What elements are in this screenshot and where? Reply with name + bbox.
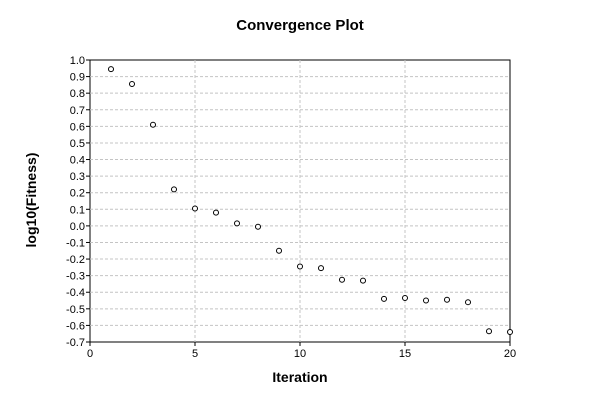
data-point xyxy=(276,247,282,254)
data-point xyxy=(150,121,156,128)
data-point xyxy=(423,297,429,304)
x-tick-label: 5 xyxy=(192,348,198,360)
x-axis-tick-labels: 0 5 10 15 20 xyxy=(87,348,516,360)
data-point xyxy=(381,295,387,302)
y-tick-label: 0.3 xyxy=(70,171,85,183)
y-tick-label: 0.4 xyxy=(70,155,85,167)
y-tick-label: -0.1 xyxy=(66,237,85,249)
y-tick-label: 0.0 xyxy=(70,221,85,233)
data-point xyxy=(402,295,408,302)
data-point xyxy=(486,328,492,335)
x-axis-label: Iteration xyxy=(272,369,327,385)
x-tick-label: 10 xyxy=(294,348,306,360)
y-tick-label: 0.5 xyxy=(70,138,85,150)
x-tick-label: 15 xyxy=(399,348,411,360)
data-point xyxy=(213,209,219,216)
y-axis-tick-labels: 1.0 0.9 0.8 0.7 0.6 0.5 0.4 0.3 0.2 0.1 0.0 -0.1 -0.… xyxy=(66,55,85,349)
data-point xyxy=(108,66,114,73)
y-tick-label: -0.3 xyxy=(66,271,85,283)
axis-ticks xyxy=(86,59,511,346)
y-tick-label: -0.7 xyxy=(66,337,85,349)
data-point xyxy=(234,220,240,227)
y-tick-label: 1.0 xyxy=(70,55,85,67)
y-tick-label: 0.1 xyxy=(70,204,85,216)
chart-title: Convergence Plot xyxy=(236,17,364,34)
y-tick-label: 0.7 xyxy=(70,105,85,117)
data-point xyxy=(192,205,198,212)
y-tick-label: -0.4 xyxy=(66,287,85,299)
data-point xyxy=(339,276,345,283)
grid-lines-overlay xyxy=(90,60,510,342)
data-point xyxy=(444,296,450,303)
y-tick-label: 0.8 xyxy=(70,88,85,100)
data-point xyxy=(507,329,513,336)
data-point xyxy=(318,265,324,272)
y-tick-label: 0.2 xyxy=(70,188,85,200)
y-axis-label: log10(Fitness) xyxy=(23,153,39,248)
data-point xyxy=(255,223,261,230)
y-tick-label: -0.6 xyxy=(66,320,85,332)
data-points xyxy=(108,66,513,336)
data-point xyxy=(465,299,471,306)
data-point xyxy=(171,186,177,193)
y-tick-label: -0.2 xyxy=(66,254,85,266)
data-point xyxy=(297,263,303,270)
x-tick-label: 0 xyxy=(87,348,93,360)
x-tick-label: 20 xyxy=(504,348,516,360)
data-point xyxy=(360,277,366,284)
y-tick-label: -0.5 xyxy=(66,304,85,316)
y-tick-label: 0.9 xyxy=(70,72,85,84)
y-tick-label: 0.6 xyxy=(70,121,85,133)
data-point xyxy=(129,81,135,88)
